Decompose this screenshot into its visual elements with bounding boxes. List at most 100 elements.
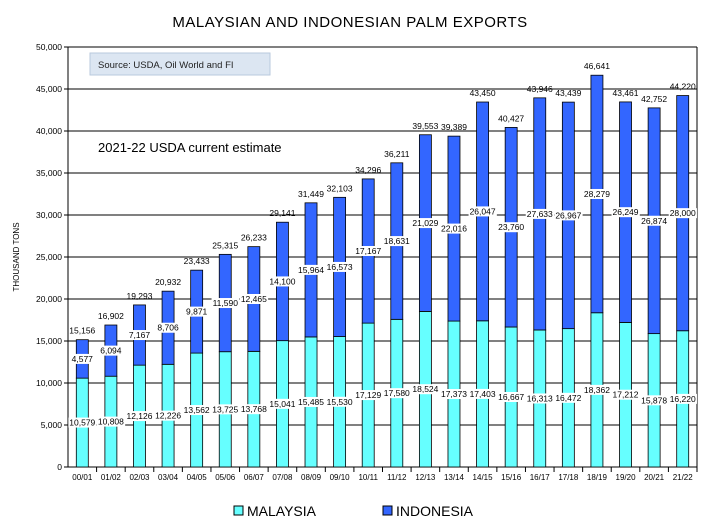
x-tick-label: 14/15 [473,473,494,482]
y-tick-label: 0 [57,462,62,472]
data-label-malaysia: 16,667 [498,392,524,402]
data-label-background [525,393,555,404]
data-label-total: 44,220 [670,82,696,92]
data-label-total: 23,433 [184,256,210,266]
data-label-malaysia: 16,472 [555,393,581,403]
data-label-total: 20,932 [155,277,181,287]
data-label-background [611,389,640,400]
data-label-background [185,306,209,317]
data-label-indonesia: 15,964 [298,265,324,275]
data-label-total: 36,211 [384,149,410,159]
data-label-background [354,390,383,401]
x-tick-label: 01/02 [101,473,122,482]
x-tick-label: 02/03 [129,473,150,482]
data-label-total: 29,141 [269,208,295,218]
data-label-background [497,391,526,402]
data-label-background [68,417,97,428]
data-label-indonesia: 26,047 [470,206,496,216]
data-label-background [154,410,183,421]
data-label-malaysia: 10,808 [98,417,124,427]
data-label-malaysia: 18,524 [412,384,438,394]
data-label-indonesia: 7,167 [129,330,151,340]
annotation-text: 2021-22 USDA current estimate [98,140,282,155]
data-label-indonesia: 26,967 [555,210,581,220]
data-label-background [99,345,123,356]
data-label-malaysia: 13,725 [212,404,238,414]
data-label-malaysia: 13,562 [184,405,210,415]
data-label-malaysia: 17,580 [384,388,410,398]
data-label-malaysia: 15,041 [269,399,295,409]
data-label-malaysia: 13,768 [241,404,267,414]
data-label-total: 32,103 [327,183,353,193]
data-label-background [297,264,326,275]
data-label-indonesia: 27,633 [527,209,553,219]
data-label-background [525,208,555,219]
data-label-malaysia: 17,403 [470,389,496,399]
x-tick-label: 10/11 [358,473,378,482]
data-label-background [125,411,154,422]
y-tick-label: 20,000 [36,294,62,304]
data-label-background [354,246,383,257]
data-label-background [127,330,152,341]
data-label-background [411,218,440,229]
data-label-background [439,223,469,234]
data-label-indonesia: 21,029 [412,218,438,228]
x-tick-label: 11/12 [387,473,407,482]
data-label-background [640,395,669,406]
data-label-background [582,384,612,395]
x-tick-label: 12/13 [415,473,436,482]
data-label-background [582,188,612,199]
data-label-background [96,416,126,427]
data-label-background [239,404,269,415]
data-label-background [411,384,440,395]
data-label-background [325,261,354,272]
chart-title: MALAYSIAN AND INDONESIAN PALM EXPORTS [172,14,527,31]
data-label-total: 26,233 [241,233,267,243]
data-label-total: 42,752 [641,94,667,104]
x-tick-label: 04/05 [187,473,208,482]
data-label-indonesia: 22,016 [441,224,467,234]
data-label-total: 31,449 [298,189,324,199]
x-tick-label: 17/18 [558,473,579,482]
legend-swatch-malaysia [233,505,244,516]
data-label-total: 39,389 [441,122,467,132]
data-label-total: 46,641 [584,61,610,71]
x-tick-label: 15/16 [501,473,522,482]
data-label-background [297,396,326,407]
data-label-background [211,298,240,309]
y-axis-label: THOUSAND TONS [12,222,21,291]
data-label-indonesia: 14,100 [269,276,295,286]
data-label-background [468,206,497,217]
data-label-background [468,388,497,399]
data-label-background [668,208,697,219]
x-tick-label: 05/06 [215,473,236,482]
data-label-total: 16,902 [98,311,124,321]
data-label-total: 43,946 [527,84,553,94]
data-label-malaysia: 15,530 [327,397,353,407]
data-label-total: 19,293 [126,291,152,301]
data-label-background [382,388,412,399]
data-label-indonesia: 8,706 [157,323,179,333]
data-label-background [382,236,412,247]
x-tick-label: 06/07 [244,473,265,482]
y-tick-label: 40,000 [36,126,62,136]
data-label-indonesia: 12,465 [241,294,267,304]
data-label-malaysia: 17,129 [355,390,381,400]
data-label-background [182,405,211,416]
legend-label-malaysia: MALAYSIA [247,503,317,519]
data-label-malaysia: 15,485 [298,397,324,407]
data-label-background [668,393,697,404]
y-tick-label: 45,000 [36,84,62,94]
data-label-indonesia: 28,279 [584,189,610,199]
data-label-total: 43,439 [555,88,581,98]
y-tick-label: 50,000 [36,42,62,52]
data-label-indonesia: 28,000 [670,208,696,218]
y-tick-label: 15,000 [36,336,62,346]
data-label-background [156,322,180,333]
data-label-total: 15,156 [69,326,95,336]
data-label-background [70,353,95,364]
data-label-indonesia: 11,590 [213,298,239,308]
data-label-background [268,398,297,409]
y-tick-label: 10,000 [36,378,62,388]
